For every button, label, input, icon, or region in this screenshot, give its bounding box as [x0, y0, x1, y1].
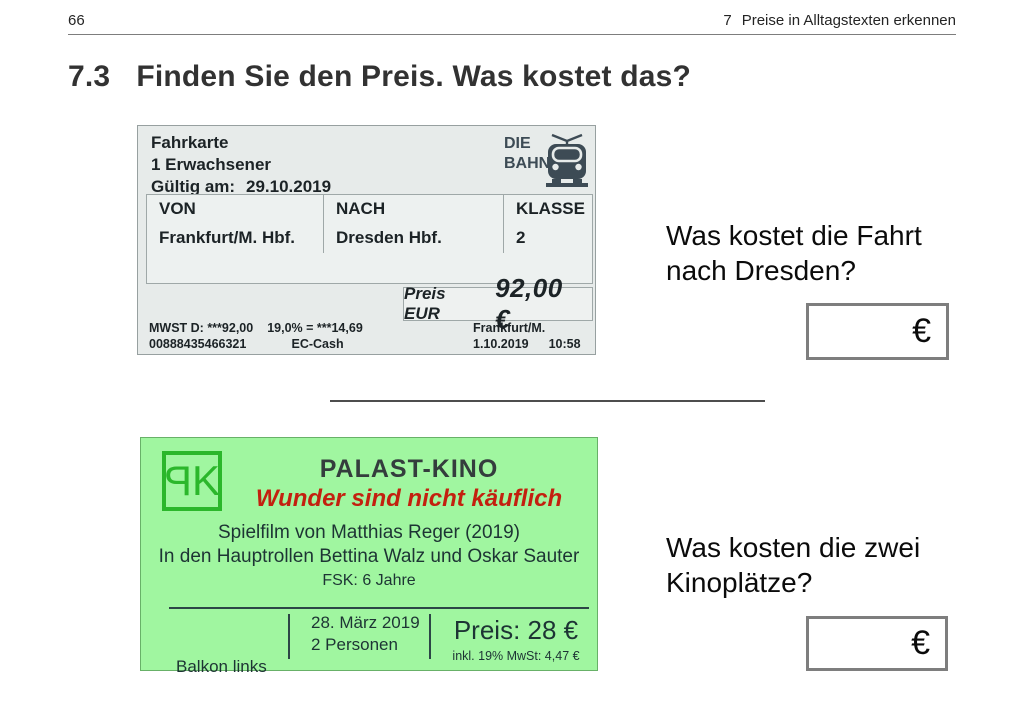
ticket-title: Fahrkarte	[151, 133, 229, 152]
cell-to: Dresden Hbf.	[324, 223, 504, 253]
vat-line: MWST D: ***92,00 19,0% = ***14,69	[149, 320, 363, 336]
col-header-klasse: KLASSE	[504, 194, 593, 223]
question-cinema: Was kosten die zwei Kinoplätze?	[666, 530, 920, 600]
question-line1: Was kosten die zwei	[666, 532, 921, 563]
vat-part1: MWST D: ***92,00	[149, 321, 254, 335]
chapter-header: 7 Preise in Alltagstexten erkennen	[723, 12, 956, 34]
section-title-text: Finden Sie den Preis. Was kostet das?	[136, 60, 692, 93]
answer-box-cinema[interactable]: €	[806, 616, 948, 671]
column-divider-2	[429, 614, 431, 659]
col-header-von: VON	[146, 194, 324, 223]
age-rating: FSK: 6 Jahre	[322, 572, 416, 589]
issue-time: 10:58	[548, 337, 581, 351]
table-header-row: VON NACH KLASSE	[146, 194, 593, 223]
section-divider	[330, 400, 765, 402]
euro-sign: €	[911, 624, 930, 662]
brand-line1: DIE	[504, 135, 531, 152]
page-header: 66 7 Preise in Alltagstexten erkennen	[68, 12, 956, 35]
bahn-logo-text: DIE BAHN	[504, 134, 550, 174]
seat-info: Balkon links Reihe 2 Platz 14 u. 15	[176, 612, 285, 724]
cinema-vat-note: inkl. 19% MwSt: 4,47 €	[452, 649, 580, 663]
passenger-count: 1 Erwachsener	[151, 155, 272, 174]
train-ticket: Fahrkarte 1 Erwachsener Gültig am: 29.10…	[137, 125, 596, 355]
chapter-title: Preise in Alltagstexten erkennen	[741, 12, 956, 29]
cinema-name: PALAST-KINO	[319, 455, 499, 483]
person-count: 2 Personen	[311, 635, 398, 654]
section-heading: 7.3 Finden Sie den Preis. Was kostet das…	[68, 60, 691, 94]
train-icon	[543, 133, 591, 192]
price-value: 92,00 €	[495, 273, 563, 334]
chapter-number: 7	[723, 12, 732, 29]
ticket-footer-left: MWST D: ***92,00 19,0% = ***14,69 008884…	[149, 320, 363, 352]
question-line2: Kinoplätze?	[666, 567, 813, 598]
cell-class: 2	[504, 223, 593, 253]
ticket-footer-right: Frankfurt/M. 1.10.2019 10:58	[473, 320, 581, 352]
question-train: Was kostet die Fahrt nach Dresden?	[666, 218, 922, 288]
ticket-rule	[169, 607, 589, 609]
price-box: Preis EUR 92,00 €	[403, 273, 593, 334]
show-date: 28. März 2019	[311, 613, 420, 632]
validity-row: Gültig am: 29.10.2019	[151, 177, 331, 197]
cinema-price: Preis: 28 € inkl. 19% MwSt: 4,47 €	[436, 615, 596, 663]
col-header-nach: NACH	[324, 194, 504, 223]
vat-part2: 19,0% = ***14,69	[267, 321, 363, 335]
section-number: 7.3	[68, 60, 111, 93]
answer-box-train[interactable]: €	[806, 303, 949, 360]
booking-info: 28. März 2019 2 Personen	[311, 612, 420, 656]
serial-line: 00888435466321 EC-Cash	[149, 336, 363, 352]
euro-sign: €	[912, 312, 931, 350]
seat-area: Balkon links	[176, 657, 267, 676]
table-row: Frankfurt/M. Hbf. Dresden Hbf. 2	[146, 223, 593, 253]
movie-title: Wunder sind nicht käuflich	[255, 485, 563, 512]
cell-from: Frankfurt/M. Hbf.	[146, 223, 324, 253]
film-info-line1: Spielfilm von Matthias Reger (2019)	[217, 522, 521, 543]
logo-letter-k: K	[192, 457, 220, 504]
payment-method: EC-Cash	[291, 337, 344, 351]
cinema-price-label: Preis: 28 €	[453, 615, 579, 645]
empty-cell	[146, 253, 593, 284]
brand-line2: BAHN	[504, 155, 551, 172]
issue-date: 1.10.2019	[473, 337, 529, 351]
table-empty-row	[146, 253, 593, 284]
route-table: VON NACH KLASSE Frankfurt/M. Hbf. Dresde…	[146, 194, 593, 284]
serial-number: 00888435466321	[149, 337, 247, 351]
logo-letter-p: P	[166, 457, 192, 504]
film-info-line2: In den Hauptrollen Bettina Walz und Oska…	[158, 546, 580, 567]
question-line2: nach Dresden?	[666, 255, 856, 286]
valid-label: Gültig am:	[151, 177, 236, 196]
page-number: 66	[68, 12, 85, 29]
price-label: Preis EUR	[404, 284, 446, 323]
column-divider-1	[288, 614, 290, 659]
valid-date: 29.10.2019	[246, 177, 332, 196]
issue-place: Frankfurt/M.	[473, 321, 546, 335]
issue-datetime: 1.10.2019 10:58	[473, 336, 581, 352]
question-line1: Was kostet die Fahrt	[666, 220, 922, 251]
